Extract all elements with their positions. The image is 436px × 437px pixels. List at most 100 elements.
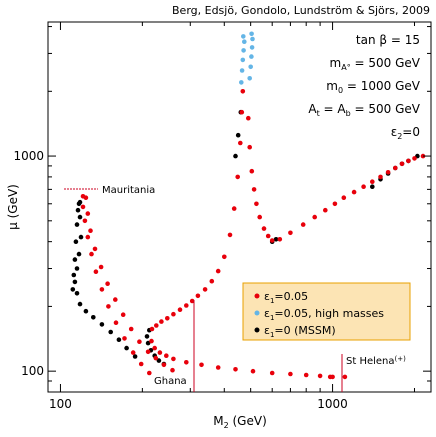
y-tick-label: 100 (21, 364, 44, 378)
y-axis-title: μ (GeV) (6, 184, 20, 230)
data-point-blue-3 (241, 48, 246, 53)
data-point-red-19 (113, 297, 118, 302)
data-point-red-61 (330, 374, 335, 380)
data-point-black-5 (70, 287, 76, 292)
data-point-red-36 (202, 287, 208, 292)
data-point-red-87 (412, 156, 417, 161)
data-point-blue-0 (239, 80, 244, 85)
param-m0: m0 = 1000 GeV (326, 79, 421, 95)
data-point-red-22 (137, 339, 142, 345)
data-point-red-38 (215, 268, 221, 274)
legend-label-black: ε1=0 (MSSM) (264, 324, 336, 339)
data-point-red-64 (247, 144, 252, 150)
legend-marker-black (254, 327, 260, 333)
data-point-blue-4 (242, 39, 247, 44)
data-point-red-55 (250, 368, 256, 374)
data-point-red-8 (113, 320, 119, 326)
data-point-red-3 (85, 234, 91, 240)
data-point-red-78 (341, 195, 347, 200)
data-point-red-15 (88, 228, 93, 233)
legend: ε1=0.05 ε1=0.05, high masses ε1=0 (MSSM) (242, 282, 411, 341)
param-at-ab: At = Ab = 500 GeV (308, 102, 420, 118)
data-point-red-77 (332, 201, 338, 207)
axis-ticks: 100 1000 100 1000 (13, 22, 431, 411)
legend-box (242, 282, 411, 341)
data-points (70, 31, 426, 380)
data-point-red-37 (209, 278, 215, 284)
data-point-red-67 (254, 201, 259, 207)
legend-label-blue: ε1=0.05, high masses (264, 307, 384, 322)
data-point-black-21 (132, 354, 138, 359)
data-point-black-4 (71, 272, 77, 278)
data-point-red-84 (393, 165, 398, 171)
plot-frame (47, 21, 432, 393)
data-point-black-23 (144, 334, 150, 339)
data-point-red-24 (153, 355, 159, 361)
data-point-red-58 (303, 372, 309, 378)
data-point-red-86 (406, 158, 411, 164)
data-point-red-18 (105, 281, 110, 287)
data-point-blue-11 (249, 31, 254, 37)
data-point-red-33 (184, 303, 189, 308)
data-point-red-68 (257, 214, 263, 220)
data-point-black-14 (77, 301, 83, 307)
data-point-red-71 (269, 238, 275, 243)
legend-marker-blue (254, 310, 260, 316)
data-point-blue-9 (249, 45, 255, 50)
data-point-black-9 (78, 234, 84, 240)
data-point-blue-6 (247, 76, 252, 81)
data-point-black-12 (77, 199, 83, 205)
data-point-red-12 (147, 370, 152, 376)
data-point-black-0 (75, 207, 81, 213)
data-point-red-51 (184, 360, 189, 365)
credit-line: Berg, Edsjö, Gondolo, Lundström & Sjörs,… (172, 4, 430, 17)
data-point-red-11 (138, 361, 144, 367)
y-tick-label: 1000 (13, 149, 44, 163)
data-point-red-5 (93, 269, 99, 275)
data-point-red-41 (231, 206, 237, 211)
data-point-red-13 (83, 195, 89, 200)
data-point-red-34 (189, 298, 195, 304)
x-tick-label: 100 (49, 397, 72, 411)
legend-marker-red (254, 293, 260, 299)
data-point-black-16 (91, 315, 96, 320)
param-tanb: tan β = 15 (356, 33, 420, 47)
data-point-red-46 (149, 338, 154, 344)
data-point-black-27 (156, 358, 162, 363)
data-point-black-17 (99, 322, 105, 327)
data-point-black-15 (83, 308, 89, 314)
data-point-red-45 (240, 89, 246, 94)
data-point-red-2 (82, 218, 88, 224)
data-point-black-19 (116, 337, 122, 343)
param-ma: mA° = 500 GeV (330, 56, 421, 72)
data-point-red-81 (370, 179, 375, 184)
data-point-red-28 (154, 323, 159, 328)
data-point-blue-7 (248, 64, 253, 70)
data-point-red-40 (227, 232, 233, 238)
data-point-black-10 (77, 214, 83, 220)
data-point-red-42 (235, 174, 240, 180)
data-point-red-16 (92, 246, 98, 252)
data-point-black-29 (233, 153, 238, 159)
data-point-red-4 (89, 251, 94, 257)
data-point-black-8 (76, 251, 82, 257)
data-point-red-63 (246, 115, 251, 121)
data-point-red-75 (312, 214, 318, 220)
data-point-blue-8 (249, 54, 254, 59)
data-point-red-20 (120, 312, 126, 318)
data-point-red-44 (239, 109, 245, 115)
data-point-black-13 (74, 291, 80, 296)
data-point-blue-5 (241, 34, 246, 39)
data-point-red-59 (317, 373, 323, 379)
data-point-black-20 (124, 345, 129, 351)
data-point-blue-2 (240, 57, 246, 63)
data-point-blue-1 (239, 68, 245, 73)
data-point-black-2 (73, 239, 79, 244)
data-point-red-66 (251, 187, 257, 192)
data-point-red-62 (342, 374, 348, 380)
data-point-red-54 (233, 367, 238, 372)
data-point-red-43 (238, 140, 243, 146)
data-point-red-50 (171, 356, 176, 362)
data-point-red-76 (323, 207, 328, 213)
data-point-red-72 (277, 237, 283, 242)
